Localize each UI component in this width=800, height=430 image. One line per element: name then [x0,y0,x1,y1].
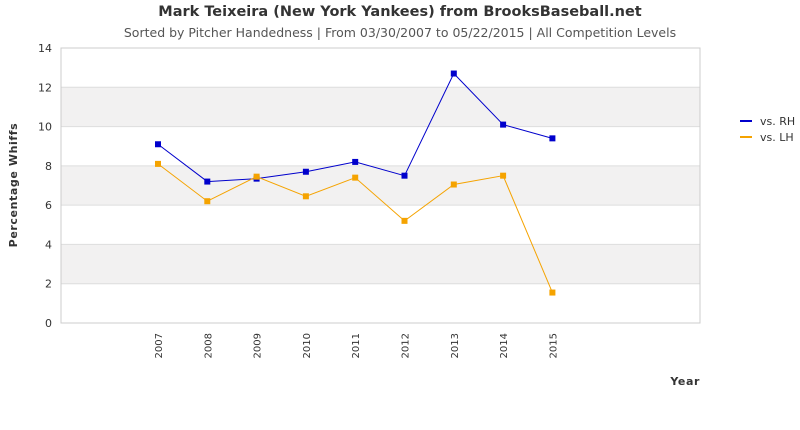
plot-area-border [60,47,701,324]
data-point [500,172,507,179]
plot-band [61,87,700,127]
data-point [155,160,161,167]
y-tick-label: 4 [45,238,52,251]
chart-title: Mark Teixeira (New York Yankees) from Br… [158,4,642,20]
data-point [204,198,211,205]
y-axis-ticks: 0 2 4 6 8 10 12 14 [38,42,52,330]
data-point [155,141,161,148]
y-tick-label: 10 [38,121,52,134]
y-tick-label: 8 [45,160,52,173]
y-axis-title: Percentage Whiffs [7,123,20,248]
plot-band [61,205,700,245]
plot-band [61,126,700,166]
plot-band [61,48,700,88]
series-2 [155,160,556,296]
x-tick-label: 2007 [154,333,165,358]
data-point [450,181,457,188]
x-tick-label: 2014 [499,333,510,358]
data-point [549,289,556,296]
legend-label: vs. RH [760,115,795,128]
y-tick-label: 0 [45,317,52,330]
x-axis-title: Year [669,375,700,388]
data-point [253,173,260,180]
data-point [352,158,359,165]
data-point [401,172,408,179]
plot-bands [61,48,700,323]
x-tick-label: 2009 [253,333,264,358]
x-tick-label: 2012 [401,333,412,358]
data-point [204,178,211,185]
legend-label: vs. LH [760,131,794,144]
y-tick-label: 6 [45,199,52,212]
data-point [549,135,556,142]
legend-item[interactable]: vs. LH [740,131,794,144]
y-tick-label: 2 [45,278,52,291]
chart-subtitle: Sorted by Pitcher Handedness | From 03/3… [123,25,677,40]
y-tick-label: 14 [38,42,52,55]
data-point [450,70,457,77]
plot-band [61,283,700,323]
x-axis-ticks: 2007 2008 2009 2010 2011 2012 2013 2014 2015 [154,333,559,358]
data-point [302,168,309,175]
x-tick-label: 2013 [450,333,461,358]
x-tick-label: 2015 [548,333,559,358]
x-tick-label: 2008 [203,333,214,358]
plot-band [61,244,700,284]
x-tick-label: 2011 [351,333,362,358]
x-tick-label: 2010 [302,333,313,358]
data-point [302,193,309,200]
y-tick-label: 12 [38,81,52,94]
data-point [352,174,359,181]
series-layer [155,70,556,296]
plot-band [61,165,700,206]
data-point [500,121,507,128]
data-point [401,217,408,224]
legend[interactable]: vs. RH vs. LH [740,115,795,144]
legend-item[interactable]: vs. RH [740,115,795,128]
